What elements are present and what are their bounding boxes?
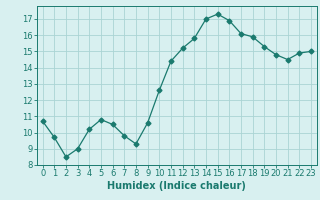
X-axis label: Humidex (Indice chaleur): Humidex (Indice chaleur) [108,181,246,191]
